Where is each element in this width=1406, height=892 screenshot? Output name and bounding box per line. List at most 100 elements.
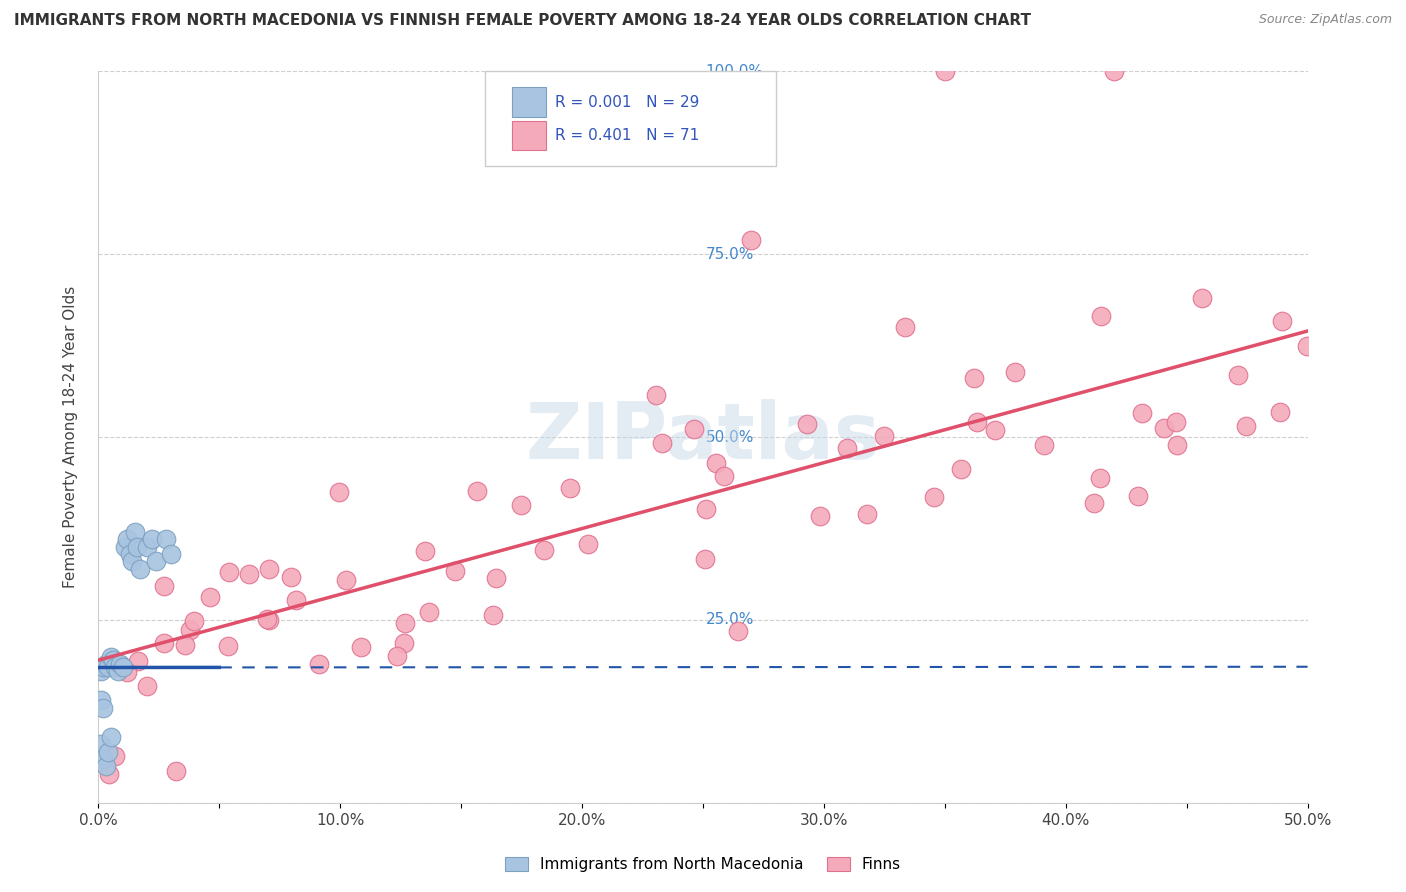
Point: [100, 730, 122, 744]
Point: [117, 665, 139, 680]
Point: [394, 616, 416, 631]
Point: [695, 502, 717, 516]
Point: [576, 537, 599, 551]
Text: 25.0%: 25.0%: [706, 613, 754, 627]
FancyBboxPatch shape: [512, 87, 546, 117]
Text: 50.0%: 50.0%: [706, 430, 754, 444]
Point: [855, 508, 877, 522]
Point: [1296, 339, 1319, 353]
Point: [1191, 291, 1213, 305]
Point: [91, 752, 114, 766]
Text: 75.0%: 75.0%: [706, 247, 754, 261]
Point: [100, 649, 122, 664]
Text: 100.0%: 100.0%: [706, 64, 763, 78]
Point: [111, 660, 134, 674]
Point: [90, 693, 112, 707]
Text: R = 0.401   N = 71: R = 0.401 N = 71: [555, 128, 700, 144]
Y-axis label: Female Poverty Among 18-24 Year Olds: Female Poverty Among 18-24 Year Olds: [63, 286, 77, 588]
Text: Source: ZipAtlas.com: Source: ZipAtlas.com: [1258, 13, 1392, 27]
Point: [128, 562, 150, 576]
Point: [98, 767, 121, 781]
Point: [645, 388, 668, 402]
Point: [1083, 496, 1105, 510]
Point: [922, 490, 945, 504]
Point: [668, 64, 690, 78]
Text: IMMIGRANTS FROM NORTH MACEDONIA VS FINNISH FEMALE POVERTY AMONG 18-24 YEAR OLDS : IMMIGRANTS FROM NORTH MACEDONIA VS FINNI…: [14, 13, 1031, 29]
Point: [218, 565, 240, 579]
Point: [1130, 406, 1153, 420]
Point: [198, 590, 221, 604]
Point: [934, 64, 956, 78]
Point: [114, 540, 136, 554]
Point: [104, 660, 127, 674]
Point: [145, 554, 167, 568]
Point: [1032, 437, 1054, 451]
Point: [727, 624, 749, 638]
Point: [873, 428, 896, 442]
Point: [97, 745, 120, 759]
Point: [1153, 421, 1175, 435]
Point: [418, 605, 440, 619]
Point: [90, 737, 112, 751]
Point: [835, 442, 858, 456]
Point: [704, 456, 727, 470]
Point: [118, 547, 141, 561]
Point: [97, 660, 120, 674]
Point: [1226, 368, 1249, 383]
Point: [509, 499, 531, 513]
Point: [465, 483, 488, 498]
Point: [1271, 314, 1294, 328]
Point: [1004, 365, 1026, 379]
Point: [117, 533, 139, 547]
Point: [160, 547, 183, 561]
Point: [533, 542, 555, 557]
Point: [485, 571, 508, 585]
Point: [963, 371, 986, 385]
Point: [1236, 419, 1258, 434]
Point: [238, 566, 260, 581]
Point: [153, 578, 176, 592]
Point: [280, 570, 302, 584]
Point: [1102, 64, 1125, 78]
Point: [1164, 415, 1187, 429]
Point: [894, 320, 917, 334]
Point: [121, 554, 143, 568]
Point: [153, 636, 176, 650]
Point: [328, 484, 350, 499]
Point: [135, 540, 157, 554]
Point: [482, 607, 505, 622]
Legend: Immigrants from North Macedonia, Finns: Immigrants from North Macedonia, Finns: [498, 849, 908, 880]
Point: [141, 533, 163, 547]
Point: [90, 664, 112, 678]
Point: [127, 540, 149, 554]
Point: [1090, 309, 1112, 323]
Point: [217, 640, 239, 654]
Point: [124, 525, 146, 540]
Point: [950, 462, 973, 476]
Point: [443, 564, 465, 578]
Text: R = 0.001   N = 29: R = 0.001 N = 29: [555, 95, 700, 110]
Point: [174, 638, 197, 652]
Point: [284, 593, 307, 607]
FancyBboxPatch shape: [512, 121, 546, 151]
Point: [966, 415, 988, 429]
Point: [713, 469, 735, 483]
Point: [94, 759, 117, 773]
Point: [179, 623, 201, 637]
Point: [183, 614, 205, 628]
Point: [740, 233, 762, 247]
Point: [1166, 437, 1188, 451]
Point: [108, 657, 131, 671]
Point: [91, 700, 114, 714]
Point: [104, 748, 127, 763]
Point: [560, 481, 582, 495]
Point: [387, 649, 409, 664]
Point: [308, 657, 330, 671]
Point: [107, 664, 129, 678]
Point: [135, 679, 157, 693]
Point: [415, 544, 437, 558]
Point: [259, 613, 281, 627]
FancyBboxPatch shape: [485, 71, 776, 167]
Point: [796, 417, 818, 432]
Point: [257, 562, 280, 576]
